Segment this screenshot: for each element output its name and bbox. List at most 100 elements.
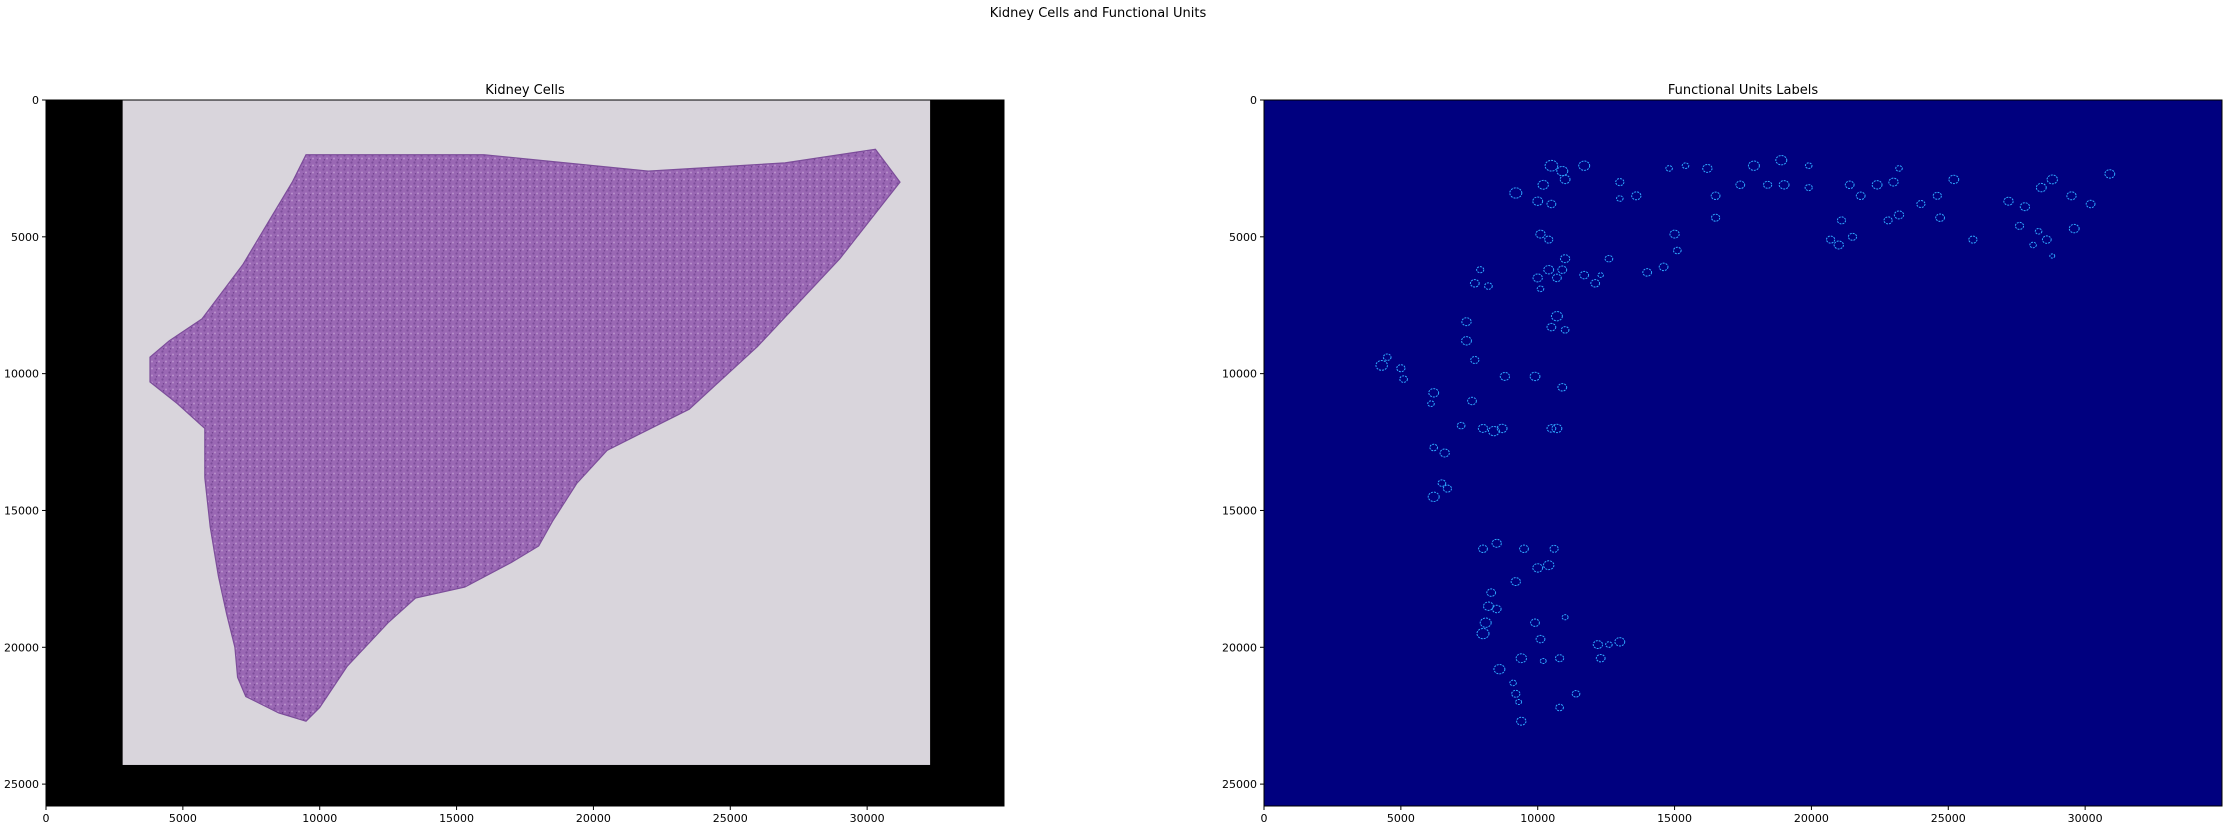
functional-unit-outline <box>1476 627 1490 640</box>
functional-unit-outline <box>1529 371 1541 382</box>
functional-unit-outline <box>1605 641 1613 648</box>
functional-unit-outline <box>1427 400 1435 407</box>
functional-unit-outline <box>1532 563 1544 573</box>
functional-unit-outline <box>1429 443 1439 452</box>
right-xtick-label: 25000 <box>1931 812 1966 825</box>
functional-unit-outline <box>1561 614 1569 621</box>
functional-unit-outline <box>1804 184 1813 192</box>
functional-unit-outline <box>1499 371 1511 381</box>
functional-units-ticks: 0 5000 10000 15000 20000 25000 30000 0 5000 10000… <box>1222 94 2103 825</box>
right-xtick-label: 30000 <box>2068 812 2103 825</box>
functional-unit-outline <box>1535 229 1546 239</box>
left-ytick-label: 25000 <box>4 778 39 791</box>
functional-unit-outline <box>1546 322 1557 332</box>
functional-unit-outline <box>1477 423 1489 433</box>
left-xtick-label: 30000 <box>850 812 885 825</box>
functional-units-axes: Functional Units Labels 0 5000 10000 15000 2… <box>1222 83 2223 825</box>
left-ytick-label: 5000 <box>11 231 39 244</box>
functional-unit-outline <box>1825 235 1836 244</box>
functional-unit-outline <box>1510 577 1521 587</box>
functional-unit-outline <box>2014 221 2025 230</box>
functional-unit-outline <box>1519 544 1529 554</box>
functional-unit-outline <box>1546 199 1557 209</box>
functional-unit-outline <box>1595 653 1606 663</box>
functional-unit-outline <box>1549 544 1559 553</box>
functional-unit-outline <box>1546 424 1557 433</box>
functional-unit-outline <box>1855 191 1866 201</box>
functional-unit-outline <box>1665 165 1673 172</box>
functional-unit-outline <box>1614 637 1626 647</box>
right-ytick-label: 20000 <box>1222 641 1257 654</box>
functional-unit-outline <box>2049 253 2056 259</box>
functional-unit-outline <box>1762 180 1773 189</box>
functional-unit-outline <box>2019 202 2031 212</box>
functional-unit-outline <box>1895 165 1903 172</box>
functional-unit-outline <box>1399 375 1408 383</box>
functional-unit-outline <box>1382 353 1392 361</box>
functional-unit-outline <box>1710 213 1721 222</box>
functional-units-image <box>1264 100 2222 806</box>
functional-unit-outline <box>1778 180 1790 190</box>
functional-unit-outline <box>2029 241 2037 249</box>
left-xtick-label: 5000 <box>169 812 197 825</box>
functional-unit-outline <box>1470 356 1480 364</box>
functional-unit-outline <box>1557 265 1568 274</box>
figure-suptitle: Kidney Cells and Functional Units <box>990 6 1207 21</box>
functional-unit-outline <box>1844 180 1855 190</box>
functional-unit-outline <box>1571 690 1581 698</box>
functional-unit-outline <box>1509 679 1517 687</box>
left-ytick-label: 15000 <box>4 504 39 517</box>
left-ytick-label: 0 <box>32 94 39 107</box>
right-ytick-label: 15000 <box>1222 504 1257 517</box>
functional-unit-outline <box>1479 617 1492 628</box>
functional-unit-outline <box>1559 254 1571 264</box>
functional-unit-outline <box>1442 484 1453 493</box>
functional-unit-outline <box>1544 235 1554 244</box>
right-xtick-label: 10000 <box>1520 812 1555 825</box>
functional-unit-outline <box>1530 618 1540 627</box>
functional-unit-outline <box>1836 216 1847 225</box>
functional-unit-outline <box>1543 265 1555 275</box>
kidney-cells-axes: Kidney Cells 0 5000 10000 15000 20000 25000 30… <box>4 83 1005 825</box>
functional-unit-outline <box>1461 336 1472 346</box>
functional-unit-outline <box>1710 191 1721 201</box>
right-xtick-label: 0 <box>1261 812 1268 825</box>
functional-unit-outline <box>1496 423 1508 434</box>
functional-unit-outline <box>1604 254 1614 263</box>
functional-unit-outline <box>1658 262 1669 272</box>
functional-unit-outline <box>1515 653 1528 664</box>
functional-unit-outline <box>1847 232 1858 241</box>
functional-unit-outline <box>1491 604 1502 614</box>
functional-unit-outline <box>1476 266 1485 274</box>
functional-unit-outline <box>1375 360 1388 371</box>
right-xtick-label: 5000 <box>1387 812 1415 825</box>
functional-unit-outline <box>2085 199 2096 209</box>
functional-unit-outline <box>1579 270 1590 280</box>
functional-unit-outline <box>1597 272 1604 278</box>
left-xtick-label: 15000 <box>439 812 474 825</box>
functional-unit-outline <box>1916 200 1926 208</box>
functional-unit-outline <box>1428 388 1440 398</box>
right-xtick-label: 20000 <box>1794 812 1829 825</box>
functional-unit-outline <box>1804 162 1813 169</box>
kidney-cells-frame <box>45 99 1005 807</box>
left-xtick-label: 10000 <box>302 812 337 825</box>
functional-unit-outline <box>1543 560 1555 571</box>
functional-unit-outline <box>1486 588 1497 597</box>
functional-units-title: Functional Units Labels <box>1668 83 1818 98</box>
functional-unit-outline <box>1554 654 1565 663</box>
right-ytick-label: 5000 <box>1229 231 1257 244</box>
functional-unit-outline <box>1544 159 1559 172</box>
functional-unit-outline <box>1592 640 1604 650</box>
functional-unit-outline <box>1560 326 1570 334</box>
functional-unit-outline <box>1642 268 1653 277</box>
functional-unit-outline <box>2046 174 2059 185</box>
functional-unit-outline <box>1469 279 1480 288</box>
functional-unit-outline <box>1552 273 1562 283</box>
functional-unit-outline <box>1551 423 1563 434</box>
functional-unit-outline <box>1555 703 1564 712</box>
right-ytick-label: 10000 <box>1222 368 1257 381</box>
functional-unit-outline <box>1833 240 1844 250</box>
tissue-section <box>149 148 901 722</box>
